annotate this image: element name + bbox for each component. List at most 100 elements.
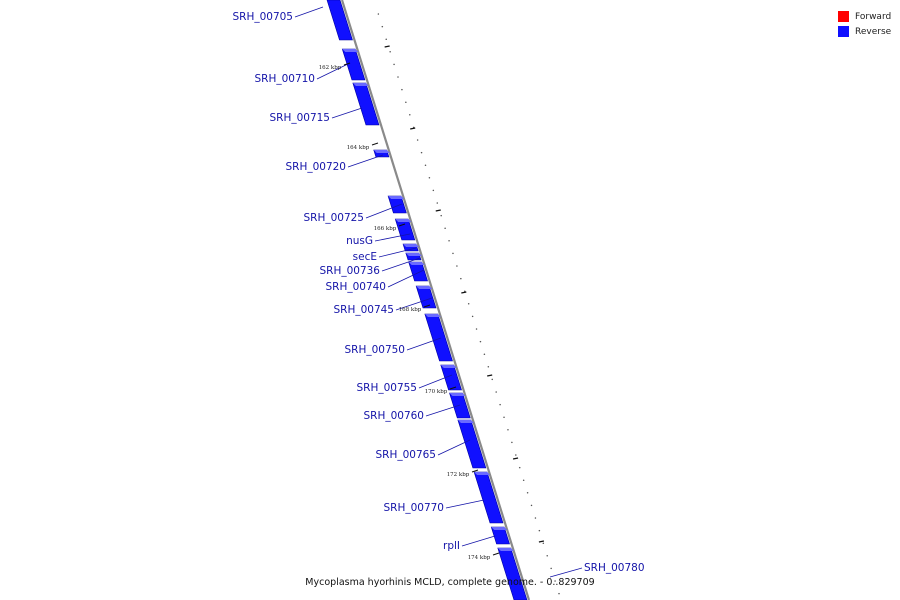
tick-dot — [475, 328, 478, 330]
tick-dot — [522, 479, 525, 481]
tick-dot — [499, 403, 501, 406]
kbp-label: 172 kbp — [447, 472, 470, 478]
gene-cap — [408, 262, 425, 265]
gene-block — [326, 0, 353, 41]
minor-tick — [487, 374, 493, 377]
tick-dot — [487, 366, 490, 368]
gene-block — [449, 392, 471, 419]
forward-label: Forward — [855, 11, 892, 22]
leader-line — [445, 499, 485, 509]
tick-dot — [409, 114, 411, 116]
tick-dot — [432, 189, 435, 192]
tick-dot — [538, 529, 541, 532]
kbp-label: 168 kbp — [399, 307, 422, 313]
tick-dots — [377, 13, 560, 595]
tick-dot — [534, 517, 537, 519]
tick-dot — [401, 88, 403, 91]
tick-dot — [381, 25, 384, 28]
tick-dot — [389, 51, 391, 53]
forward-swatch — [838, 11, 849, 22]
gene-label-srh_00720: SRH_00720 — [285, 161, 346, 173]
minor-tick — [538, 540, 545, 543]
leader-line — [374, 233, 411, 242]
reverse-label: Reverse — [855, 26, 892, 37]
tick-dot — [503, 416, 505, 418]
gene-label-srh_00725: SRH_00725 — [303, 212, 364, 224]
reverse-swatch — [838, 26, 849, 37]
kbp-tick — [371, 142, 379, 146]
kbp-tick — [449, 386, 457, 390]
minor-tick — [384, 45, 390, 48]
gene-cap — [388, 196, 405, 199]
minor-tick — [512, 457, 519, 460]
kbp-label: 166 kbp — [374, 226, 397, 232]
leader-line — [406, 337, 442, 351]
tick-dot — [542, 542, 545, 544]
tick-dot — [397, 76, 399, 78]
gene-label-srh_00760: SRH_00760 — [363, 410, 424, 422]
tick-dot — [416, 139, 419, 141]
tick-dot — [436, 202, 439, 204]
tick-dot — [471, 315, 474, 318]
gene-cap — [403, 244, 420, 247]
genome-backbone — [340, 0, 531, 600]
leader-line — [395, 297, 433, 311]
gene-track — [326, 0, 528, 600]
leader-line — [387, 269, 425, 288]
tick-dot — [460, 277, 462, 280]
tick-dot — [440, 214, 442, 217]
tick-dot — [507, 429, 509, 431]
gene-label-srh_00755: SRH_00755 — [356, 382, 417, 394]
kbp-tick — [492, 552, 500, 556]
gene-block — [424, 313, 453, 362]
gene-cap — [342, 49, 359, 52]
kbp-label: 174 kbp — [468, 555, 491, 561]
kbp-label: 164 kbp — [347, 145, 370, 151]
gene-cap — [405, 253, 422, 256]
gene-cap — [440, 365, 457, 368]
gene-label-nusg: nusG — [346, 235, 373, 247]
tick-dot — [518, 466, 521, 469]
legend-forward: Forward — [838, 9, 891, 24]
kbp-tick — [343, 62, 351, 66]
tick-dot — [467, 303, 470, 305]
gene-cap — [424, 314, 441, 317]
minor-tick — [435, 209, 441, 212]
gene-cap — [352, 83, 369, 86]
gene-labels: SRH_00705 SRH_00710 SRH_00715 SRH_00720 SRH_… — [232, 11, 644, 574]
gene-cap — [373, 150, 390, 153]
gene-label-srh_00736: SRH_00736 — [319, 265, 380, 277]
tick-dot — [479, 340, 482, 343]
gene-cap — [416, 286, 433, 289]
leader-line — [378, 247, 417, 258]
leader-line — [347, 154, 384, 168]
tick-dot — [377, 13, 380, 15]
gene-label-srh_00740: SRH_00740 — [325, 281, 386, 293]
label-leaders — [294, 6, 583, 578]
minor-tick — [461, 291, 467, 294]
tick-dot — [405, 101, 407, 103]
leader-line — [294, 6, 324, 18]
gene-block — [473, 471, 504, 524]
gene-cap — [395, 219, 412, 222]
tick-dot — [495, 391, 497, 393]
tick-dot — [452, 252, 454, 255]
tick-dot — [511, 441, 513, 444]
minor-ticks — [384, 45, 545, 543]
kbp-tick — [398, 223, 406, 227]
gene-label-srh_00710: SRH_00710 — [254, 73, 315, 85]
leader-line — [331, 107, 363, 119]
tick-dot — [393, 63, 395, 66]
tick-dot — [546, 555, 548, 557]
leader-line — [461, 535, 496, 547]
kbp-label: 170 kbp — [425, 389, 448, 395]
tick-dot — [558, 592, 560, 595]
leader-line — [418, 374, 453, 389]
tick-dot — [554, 580, 556, 582]
tick-dot — [424, 164, 427, 166]
gene-label-sece: secE — [353, 251, 377, 263]
leader-line — [437, 439, 471, 456]
tick-dot — [483, 353, 486, 355]
tick-dot — [448, 240, 450, 242]
